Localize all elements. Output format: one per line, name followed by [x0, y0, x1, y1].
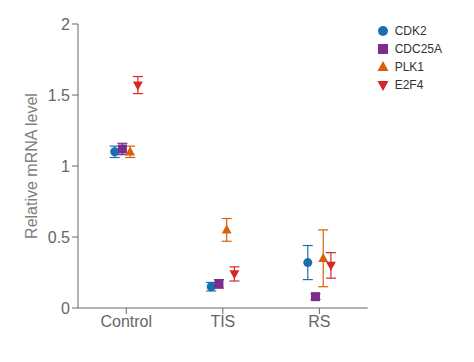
svg-text:0.5: 0.5	[48, 229, 70, 246]
svg-text:0: 0	[61, 300, 70, 317]
html-text:E2F4: E2F4	[394, 78, 424, 92]
svg-text:1.5: 1.5	[48, 87, 70, 104]
html-text:CDK2: CDK2	[394, 24, 427, 38]
html-text:CDC25A: CDC25A	[394, 42, 442, 56]
svg-text:Control: Control	[100, 313, 152, 330]
html-text:PLK1: PLK1	[394, 60, 424, 74]
svg-text:Relative mRNA level: Relative mRNA level	[23, 93, 40, 239]
svg-text:2: 2	[61, 16, 70, 33]
svg-text:RS: RS	[308, 313, 330, 330]
svg-text:1: 1	[61, 158, 70, 175]
svg-text:TIS: TIS	[210, 313, 235, 330]
